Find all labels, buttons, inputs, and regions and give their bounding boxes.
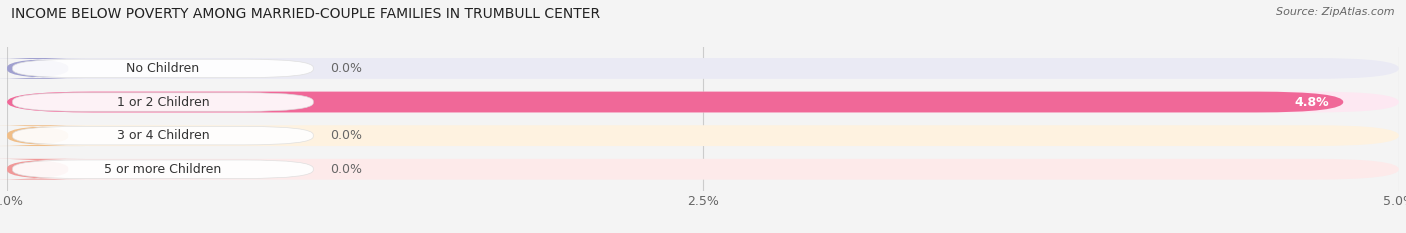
Text: 0.0%: 0.0% bbox=[330, 62, 361, 75]
Text: No Children: No Children bbox=[127, 62, 200, 75]
FancyBboxPatch shape bbox=[13, 160, 314, 178]
Text: 0.0%: 0.0% bbox=[330, 163, 361, 176]
Text: 0.0%: 0.0% bbox=[330, 129, 361, 142]
FancyBboxPatch shape bbox=[0, 58, 84, 79]
Text: 5 or more Children: 5 or more Children bbox=[104, 163, 222, 176]
Text: 3 or 4 Children: 3 or 4 Children bbox=[117, 129, 209, 142]
FancyBboxPatch shape bbox=[7, 92, 1399, 113]
FancyBboxPatch shape bbox=[7, 159, 1399, 180]
FancyBboxPatch shape bbox=[13, 93, 314, 111]
Text: 1 or 2 Children: 1 or 2 Children bbox=[117, 96, 209, 109]
FancyBboxPatch shape bbox=[0, 125, 84, 146]
FancyBboxPatch shape bbox=[0, 159, 84, 180]
Text: INCOME BELOW POVERTY AMONG MARRIED-COUPLE FAMILIES IN TRUMBULL CENTER: INCOME BELOW POVERTY AMONG MARRIED-COUPL… bbox=[11, 7, 600, 21]
FancyBboxPatch shape bbox=[7, 125, 1399, 146]
FancyBboxPatch shape bbox=[13, 126, 314, 145]
FancyBboxPatch shape bbox=[13, 59, 314, 78]
Text: 4.8%: 4.8% bbox=[1295, 96, 1330, 109]
FancyBboxPatch shape bbox=[7, 92, 1343, 113]
FancyBboxPatch shape bbox=[7, 58, 1399, 79]
Text: Source: ZipAtlas.com: Source: ZipAtlas.com bbox=[1277, 7, 1395, 17]
